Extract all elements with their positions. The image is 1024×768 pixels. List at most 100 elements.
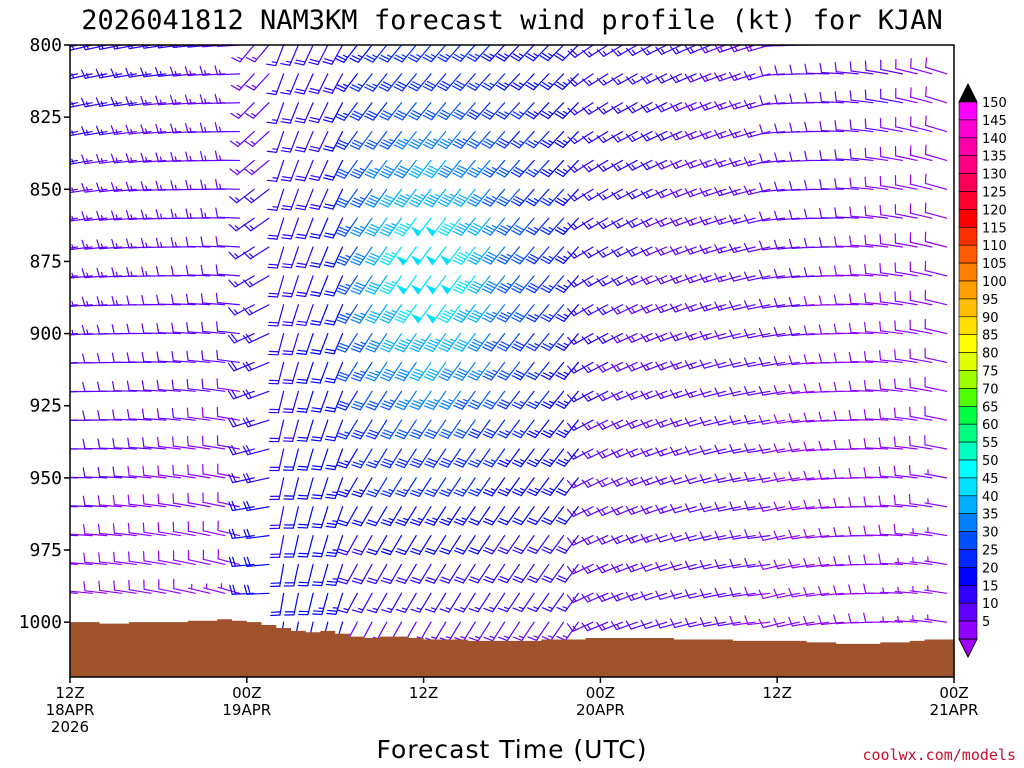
barb-half-flag [372, 83, 378, 87]
barb-half-flag [572, 367, 578, 373]
barb-full-flag [295, 88, 306, 92]
barb-full-flag [351, 435, 362, 440]
barb-full-flag [512, 549, 523, 555]
barb-pennant [410, 226, 422, 237]
barb-half-flag [477, 167, 483, 171]
wind-barb [803, 470, 830, 481]
barb-full-flag [566, 508, 574, 518]
barb-full-flag [140, 152, 145, 163]
barb-full-flag [437, 201, 448, 208]
y-tick-label: 875 [29, 251, 62, 272]
wind-barb [217, 549, 241, 566]
barb-full-flag [125, 153, 130, 164]
wind-barb [863, 438, 889, 450]
wind-barb [759, 124, 786, 135]
wind-barb [112, 409, 137, 421]
barb-full-flag [556, 52, 566, 59]
wind-barb [743, 357, 771, 368]
barb-full-flag [439, 492, 449, 497]
barb-full-flag [878, 379, 882, 390]
wind-barb [424, 419, 447, 439]
wind-barb [699, 273, 727, 283]
barb-full-flag [354, 429, 365, 435]
wind-barb [186, 407, 211, 421]
wind-barb [424, 534, 447, 555]
barb-shaft [835, 245, 859, 248]
barb-full-flag [470, 489, 480, 494]
barb-shaft [84, 590, 108, 594]
barb-shaft [924, 357, 948, 364]
barb-half-flag [548, 284, 554, 289]
colorbar-label: 55 [982, 436, 999, 451]
barb-half-flag [115, 157, 119, 164]
wind-barb [910, 116, 933, 133]
barb-full-flag [525, 84, 535, 91]
barb-full-flag [640, 276, 648, 285]
barb-shaft [821, 621, 845, 626]
barb-full-flag [411, 402, 421, 408]
barb-shaft [909, 444, 933, 450]
wind-barb [453, 506, 476, 526]
barb-half-flag [344, 489, 351, 492]
barb-full-flag [498, 285, 509, 292]
barb-full-flag [833, 556, 837, 567]
barb-half-flag [533, 635, 539, 639]
barb-full-flag [833, 468, 837, 480]
barb-full-flag [244, 168, 253, 176]
colorbar-box [958, 477, 978, 497]
barb-full-flag [454, 111, 464, 118]
wind-barb [467, 361, 491, 381]
barb-half-flag [704, 133, 709, 139]
barb-full-flag [714, 330, 720, 340]
wind-barb [833, 265, 859, 277]
wind-barb [126, 295, 152, 306]
barb-shaft [202, 359, 226, 364]
barb-full-flag [368, 139, 378, 145]
barb-half-flag [631, 451, 636, 457]
barb-full-flag [413, 458, 424, 463]
barb-full-flag [381, 141, 391, 148]
wind-barb [200, 179, 226, 190]
colorbar-box [958, 567, 978, 586]
wind-barb [380, 448, 403, 469]
barb-full-flag [395, 83, 405, 90]
barb-full-flag [266, 121, 277, 125]
wind-barb [379, 188, 403, 208]
wind-barb [229, 188, 255, 204]
wind-barb [438, 361, 462, 381]
wind-barb [296, 361, 314, 384]
wind-barb [350, 246, 373, 266]
barb-shaft [924, 415, 948, 421]
barb-half-flag [675, 191, 680, 197]
barb-full-flag [818, 411, 823, 422]
wind-barb [350, 361, 373, 382]
barb-full-flag [556, 548, 566, 554]
wind-barb [788, 587, 815, 598]
barb-full-flag [427, 429, 438, 434]
barb-full-flag [294, 149, 306, 153]
wind-barb [364, 130, 388, 150]
wind-barb [335, 159, 358, 179]
barb-full-flag [596, 192, 604, 201]
wind-barb [596, 45, 624, 58]
barb-shaft [157, 303, 182, 306]
barb-full-flag [468, 637, 479, 642]
wind-barb [409, 332, 432, 353]
barb-full-flag [424, 463, 435, 468]
barb-full-flag [625, 420, 633, 429]
wind-barb [350, 275, 373, 295]
barb-full-flag [834, 236, 837, 247]
barb-full-flag [699, 45, 706, 54]
barb-full-flag [184, 123, 189, 134]
barb-full-flag [481, 230, 492, 236]
barb-full-flag [803, 586, 808, 597]
wind-barb [308, 130, 329, 153]
wind-barb [228, 528, 255, 540]
wind-barb [466, 73, 491, 91]
barb-full-flag [684, 274, 691, 284]
barb-full-flag [541, 607, 552, 612]
barb-full-flag [495, 55, 505, 62]
barb-full-flag [773, 617, 779, 628]
wind-barb [596, 477, 624, 488]
barb-full-flag [380, 112, 391, 119]
